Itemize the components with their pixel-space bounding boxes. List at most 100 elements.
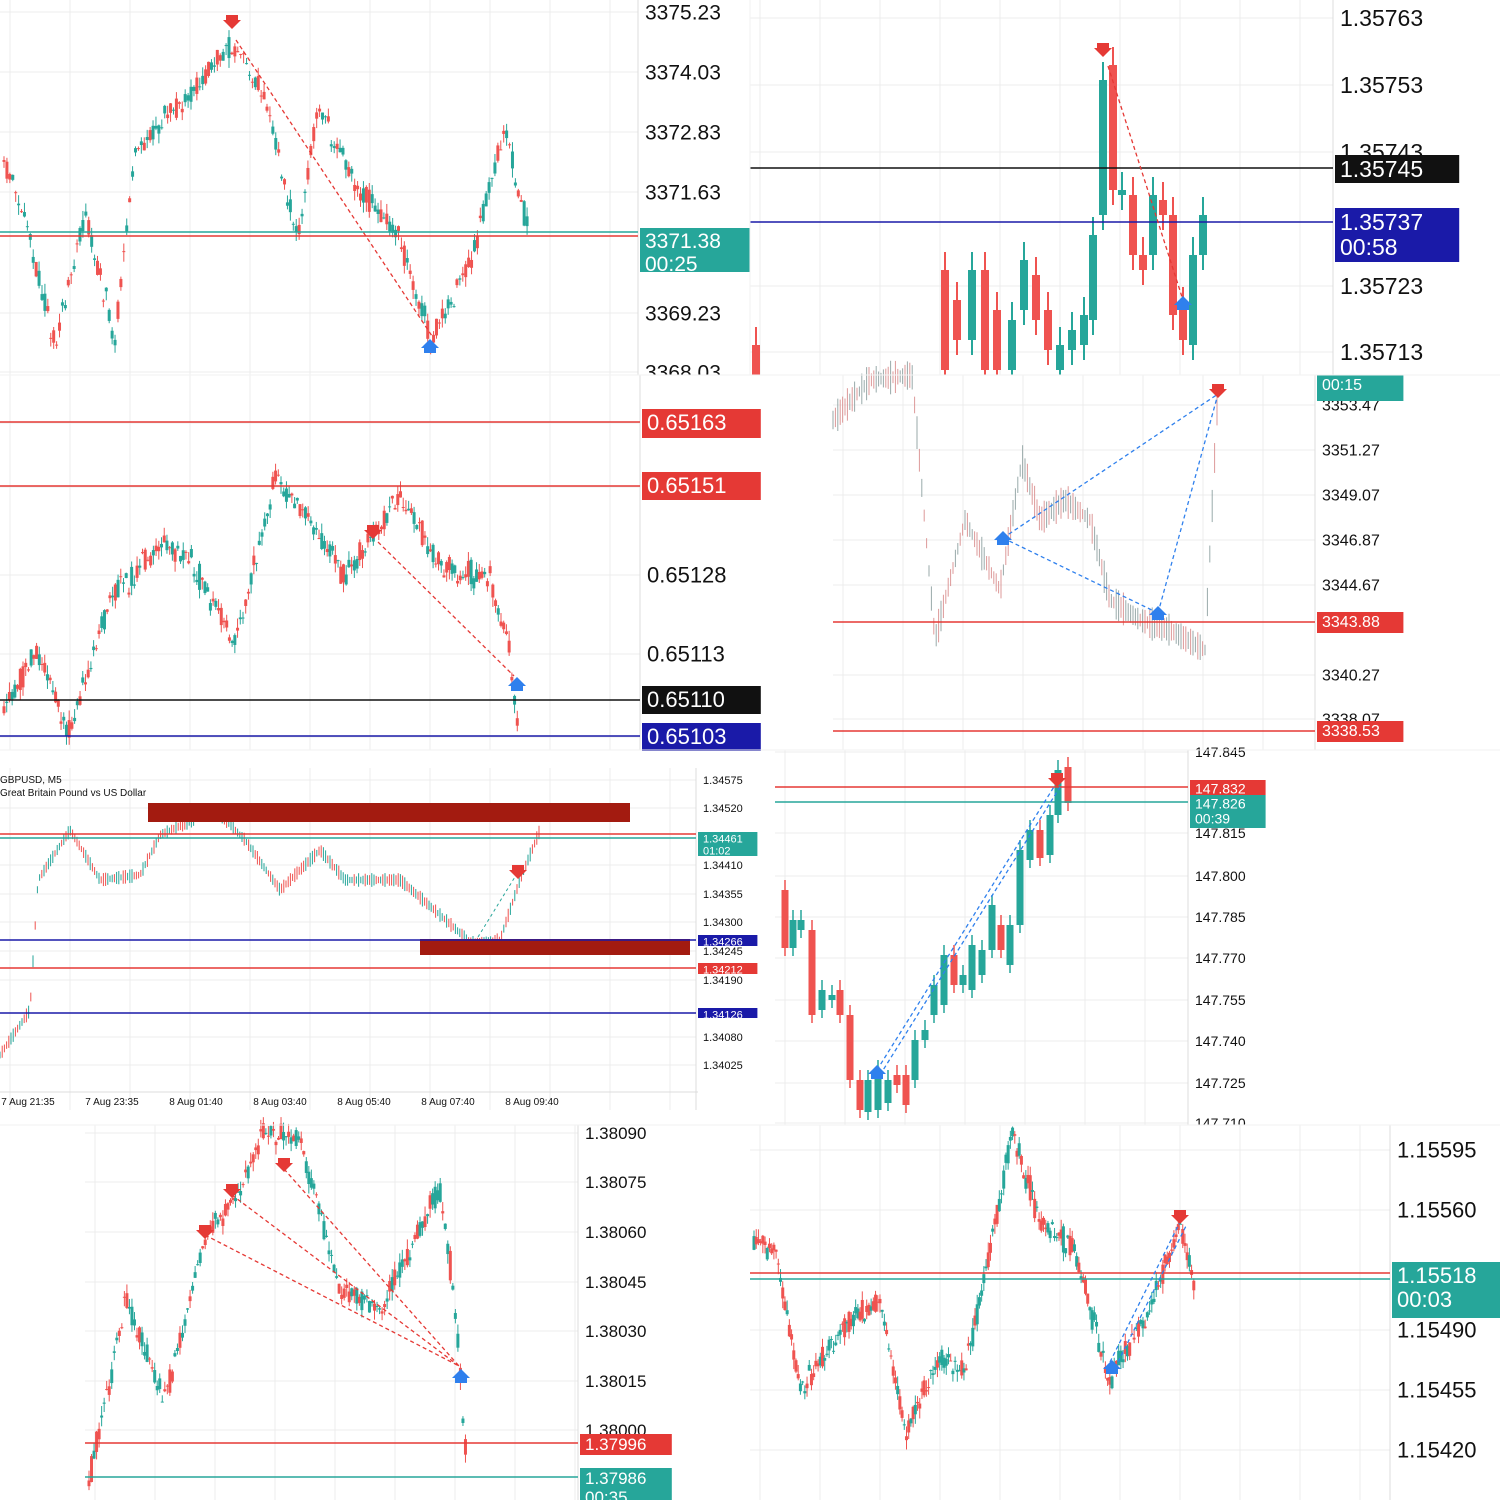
candle-body	[911, 1406, 915, 1420]
candle-body	[470, 259, 474, 268]
candle-body	[165, 1385, 169, 1387]
candle-body	[10, 691, 14, 700]
candle-body	[338, 147, 342, 153]
candle-body	[434, 318, 438, 336]
candle-body	[239, 1191, 243, 1196]
candle-body	[436, 1190, 440, 1201]
candle-body	[1125, 1346, 1129, 1357]
price-tick-label: 3375.23	[645, 1, 721, 24]
candle-body	[1148, 1310, 1152, 1312]
candle-body	[192, 86, 196, 91]
candle-body	[1110, 1376, 1114, 1389]
candle-body	[357, 1296, 361, 1303]
candle-body	[121, 582, 125, 584]
candle-body	[11, 174, 15, 180]
candle-body	[93, 258, 97, 260]
candle-body	[1081, 1277, 1085, 1283]
candle-body	[834, 1342, 838, 1346]
candle-body	[409, 508, 413, 513]
candle-body	[117, 1330, 121, 1336]
candle-body	[458, 575, 462, 581]
candle-body	[312, 1183, 316, 1189]
candle-body	[276, 474, 280, 476]
candle-body	[58, 322, 62, 331]
candle-body	[823, 1358, 827, 1361]
candle-body	[198, 1252, 202, 1264]
candle-body	[246, 591, 250, 594]
candle-body	[140, 1332, 144, 1347]
candle-body	[24, 662, 28, 668]
candle-body	[177, 102, 181, 104]
chart-panel-p5: GBPUSD, M5 Great Britain Pound vs US Doll…	[0, 768, 758, 1110]
candle-body	[1056, 345, 1064, 370]
candle-body	[1079, 1276, 1083, 1279]
candle-body	[269, 1126, 273, 1136]
candle-body	[181, 550, 185, 560]
price-tag-value: 1.35745	[1340, 156, 1423, 182]
candle-body	[781, 1287, 785, 1299]
candle-body	[294, 1130, 298, 1146]
candle-body	[902, 1424, 906, 1426]
candle-body	[415, 525, 419, 529]
candle-body	[321, 112, 325, 120]
candle-body	[350, 168, 354, 174]
candle-body	[896, 1385, 900, 1395]
candle-body	[1055, 1237, 1059, 1239]
candle-body	[893, 1075, 901, 1085]
candle-body	[284, 488, 288, 502]
candle-body	[1039, 1220, 1043, 1231]
candle-body	[1128, 1342, 1132, 1356]
candle-body	[805, 1383, 809, 1389]
candle-body	[107, 1386, 111, 1395]
candle-body	[149, 555, 153, 566]
candle-body	[162, 535, 166, 543]
candle-body	[423, 535, 427, 538]
candle-body	[426, 320, 430, 339]
price-axis: 1.38090 1.38075 1.38060 1.38045 1.38030 1.380…	[585, 1124, 646, 1440]
candle-body	[284, 1136, 288, 1138]
candle-body	[951, 1370, 955, 1375]
candle-body	[314, 527, 318, 530]
candle-body	[246, 1166, 250, 1179]
candle-body	[75, 243, 79, 245]
candle-body	[26, 669, 30, 671]
candle-body	[1080, 315, 1088, 345]
price-series	[2, 463, 519, 745]
candle-body	[201, 1246, 205, 1249]
price-tag-value: 0.65110	[647, 687, 725, 712]
candle-body	[18, 668, 22, 690]
candle-body	[108, 595, 112, 599]
candle-body	[317, 538, 321, 540]
sell-signal-arrow	[275, 1158, 293, 1172]
buy-signal-arrow	[868, 1065, 886, 1079]
candle-body	[256, 76, 260, 91]
candle-body	[1117, 1350, 1121, 1366]
candle-body	[191, 1285, 195, 1291]
candle-body	[1141, 1320, 1145, 1329]
price-tick-label: 3340.27	[1322, 668, 1380, 685]
candle-body	[958, 1370, 962, 1372]
candle-body	[493, 162, 497, 174]
candle-body	[120, 1327, 124, 1329]
candle-body	[341, 564, 345, 583]
candle-body	[1152, 1298, 1156, 1303]
candle-body	[280, 176, 284, 179]
price-tick-label: 0.65113	[647, 642, 725, 667]
price-tick-label: 1.34520	[703, 803, 743, 815]
panel-background	[750, 1125, 1500, 1500]
time-tick-label: 8 Aug 03:40	[253, 1097, 307, 1108]
candle-body	[1035, 1206, 1039, 1208]
candle-body	[43, 662, 47, 673]
candle-body	[464, 574, 468, 578]
candle-body	[249, 573, 253, 585]
candle-body	[141, 552, 145, 554]
candle-body	[485, 581, 489, 587]
price-tag-background	[580, 1434, 672, 1455]
candle-body	[214, 600, 218, 607]
candle-body	[86, 669, 90, 678]
candle-body	[289, 1137, 293, 1144]
candle-body	[332, 1264, 336, 1273]
candle-body	[1044, 310, 1052, 350]
candle-body	[112, 1351, 116, 1353]
panel-background	[833, 375, 1500, 750]
